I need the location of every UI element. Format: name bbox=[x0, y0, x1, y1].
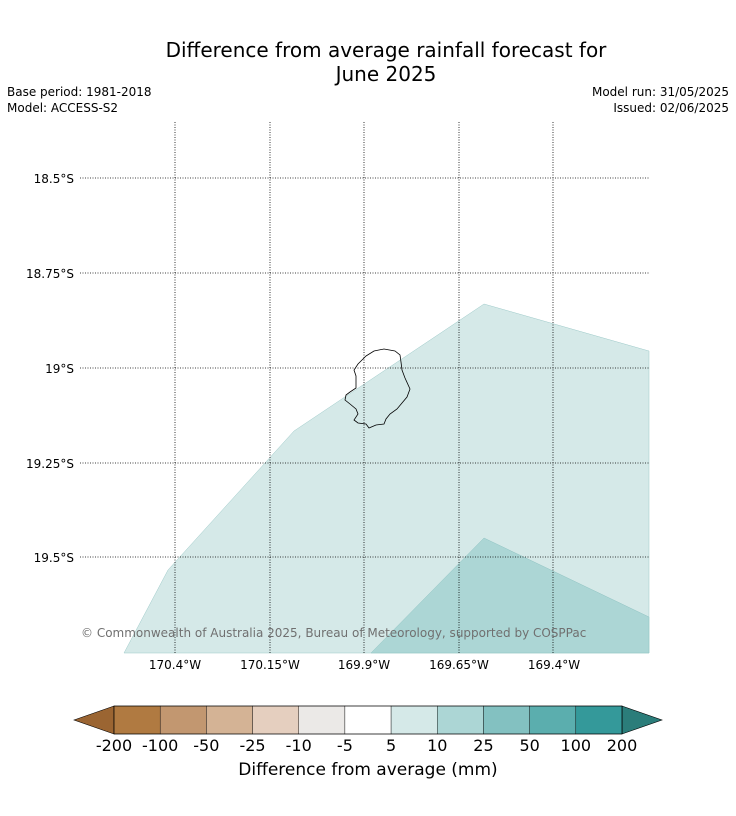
colorbar-tick-label: 200 bbox=[607, 736, 638, 755]
colorbar-tick-label: -10 bbox=[286, 736, 312, 755]
colorbar-swatch bbox=[298, 705, 346, 735]
colorbar-swatch bbox=[529, 705, 577, 735]
colorbar-swatch bbox=[437, 705, 484, 735]
base-period: Base period: 1981-2018 bbox=[7, 85, 152, 99]
colorbar-tick-label: 25 bbox=[473, 736, 493, 755]
colorbar-tick-label: -50 bbox=[193, 736, 219, 755]
colorbar-over-arrow bbox=[621, 705, 663, 735]
colorbar-swatch bbox=[390, 705, 438, 735]
colorbar-tick-label: -5 bbox=[337, 736, 353, 755]
title-line-1: Difference from average rainfall forecas… bbox=[165, 38, 607, 62]
lon-label: 169.4°W bbox=[528, 658, 580, 672]
colorbar-tick-label: 100 bbox=[561, 736, 592, 755]
colorbar-title: Difference from average (mm) bbox=[238, 760, 498, 780]
chart-title: Difference from average rainfall forecas… bbox=[0, 38, 736, 86]
lon-label: 170.4°W bbox=[149, 658, 201, 672]
lon-label: 170.15°W bbox=[240, 658, 300, 672]
colorbar-swatch bbox=[483, 705, 530, 735]
graticule bbox=[80, 122, 649, 653]
meta-left: Base period: 1981-2018 Model: ACCESS-S2 bbox=[7, 84, 152, 116]
attribution: © Commonwealth of Australia 2025, Bureau… bbox=[81, 626, 586, 640]
colorbar-swatch bbox=[206, 705, 253, 735]
colorbar-swatch bbox=[252, 705, 299, 735]
colorbar-tick-label: -100 bbox=[142, 736, 178, 755]
model-name: Model: ACCESS-S2 bbox=[7, 101, 119, 115]
colorbar-tick-label: -200 bbox=[96, 736, 132, 755]
colorbar-swatch bbox=[344, 705, 392, 735]
colorbar-frame bbox=[113, 705, 623, 735]
map-panel: 18.5°S 18.75°S 19°S 19.25°S 19.5°S 170.4… bbox=[26, 122, 650, 672]
colorbar-tick-label: 10 bbox=[427, 736, 447, 755]
lat-label: 19°S bbox=[45, 362, 74, 376]
lat-label: 19.5°S bbox=[34, 551, 74, 565]
colorbar-swatch bbox=[159, 705, 207, 735]
lat-label: 19.25°S bbox=[26, 457, 74, 471]
colorbar: -200 -100 -50 -25 -10 -5 5 10 25 50 100 200 bbox=[73, 705, 663, 755]
colorbar-tick-label: -25 bbox=[239, 736, 265, 755]
colorbar-under-arrow bbox=[73, 705, 115, 735]
title-line-2: June 2025 bbox=[335, 62, 437, 86]
colorbar-tick-label: 5 bbox=[386, 736, 396, 755]
colorbar-swatch bbox=[575, 705, 623, 735]
colorbar-swatch bbox=[113, 705, 161, 735]
lat-label: 18.75°S bbox=[26, 267, 74, 281]
lat-label: 18.5°S bbox=[34, 172, 74, 186]
colorbar-tick-label: 50 bbox=[519, 736, 539, 755]
issued-date: Issued: 02/06/2025 bbox=[613, 101, 729, 115]
model-run: Model run: 31/05/2025 bbox=[591, 85, 729, 99]
region-25-50 bbox=[370, 537, 650, 654]
meta-right: Model run: 31/05/2025 Issued: 02/06/2025 bbox=[592, 84, 729, 116]
lon-label: 169.9°W bbox=[338, 658, 390, 672]
lon-label: 169.65°W bbox=[429, 658, 489, 672]
island-outline bbox=[344, 348, 411, 429]
